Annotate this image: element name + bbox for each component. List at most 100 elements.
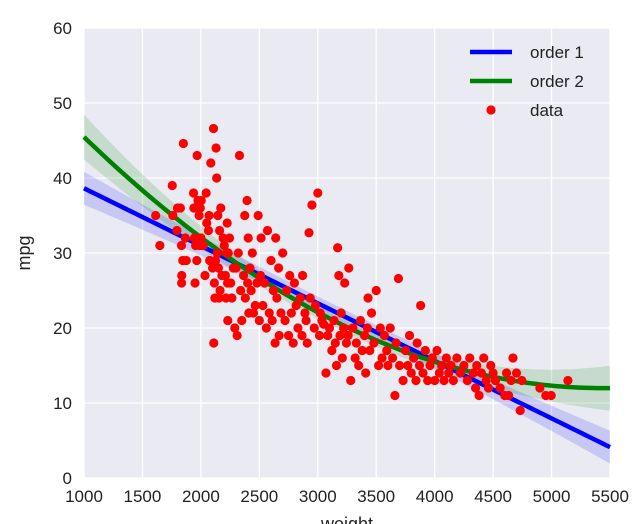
data-point (411, 375, 421, 386)
data-point (315, 308, 325, 318)
x-tick-label: 3500 (357, 487, 395, 506)
data-point (409, 353, 419, 363)
data-point (227, 293, 237, 303)
data-point (340, 278, 350, 288)
data-point (301, 315, 311, 326)
data-point (196, 233, 206, 243)
x-tick-label: 1000 (65, 487, 103, 506)
data-point (452, 353, 462, 363)
data-point (177, 270, 187, 281)
data-point (233, 248, 243, 258)
data-point (448, 375, 458, 386)
data-point (242, 195, 252, 206)
legend-swatch-data (486, 105, 496, 115)
data-point (486, 360, 496, 371)
data-point (501, 368, 512, 378)
data-point (213, 263, 224, 273)
data-point (506, 375, 516, 386)
data-point (359, 330, 370, 341)
data-point (232, 330, 242, 341)
data-point (362, 323, 373, 333)
data-point (398, 375, 408, 386)
data-point (472, 360, 482, 371)
order-1-fit-line (83, 186, 611, 450)
data-point (293, 323, 303, 333)
data-point (348, 323, 358, 333)
data-point (307, 200, 317, 210)
data-point (291, 300, 301, 311)
data-point (211, 143, 221, 153)
data-point (240, 293, 250, 303)
data-point (390, 390, 400, 401)
data-point (331, 360, 342, 371)
data-point (490, 375, 501, 386)
data-point (216, 203, 226, 213)
data-point (334, 270, 344, 281)
data-point (234, 150, 245, 161)
data-point (188, 188, 199, 198)
x-tick-label: 2000 (182, 487, 220, 506)
data-point (250, 300, 260, 311)
data-point (406, 368, 416, 378)
x-tick-label: 3000 (299, 487, 337, 506)
data-point (248, 308, 259, 318)
data-point (495, 383, 505, 393)
data-point (267, 315, 277, 326)
y-tick-labels: 0 10 20 30 40 50 60 (53, 19, 72, 488)
data-point (336, 308, 346, 318)
data-point (192, 150, 202, 161)
data-point (278, 248, 288, 258)
data-point (333, 243, 343, 253)
data-point (427, 353, 437, 363)
data-point (268, 285, 278, 296)
data-point (432, 345, 442, 356)
data-point (414, 360, 425, 371)
data-point (280, 315, 290, 326)
data-point (180, 233, 190, 243)
data-point (219, 240, 229, 251)
y-tick-label: 40 (53, 169, 72, 188)
data-point (210, 255, 221, 266)
data-point (258, 300, 268, 311)
data-point (256, 233, 266, 243)
data-point (238, 270, 249, 281)
data-point (459, 360, 469, 371)
data-point (354, 360, 364, 371)
data-point (361, 368, 371, 378)
data-point (252, 278, 262, 288)
data-point (285, 270, 295, 281)
data-point (366, 308, 377, 318)
data-point (517, 375, 527, 386)
data-point (483, 383, 494, 393)
data-point (209, 338, 219, 348)
data-point (418, 368, 428, 378)
data-point (212, 173, 222, 183)
data-point (395, 360, 405, 371)
legend-label: order 2 (530, 72, 584, 91)
data-point (563, 375, 573, 386)
data-point (302, 338, 312, 348)
data-point (474, 390, 484, 401)
data-point (230, 323, 240, 333)
data-point (465, 353, 475, 363)
data-point (351, 338, 361, 348)
data-point (371, 285, 381, 296)
data-point (404, 330, 415, 341)
data-point (196, 195, 206, 206)
data-point (323, 330, 333, 341)
data-point (355, 315, 366, 326)
y-tick-label: 60 (53, 19, 72, 38)
data-point (247, 248, 257, 258)
data-point (383, 360, 393, 371)
data-point (213, 210, 223, 221)
data-point (305, 293, 315, 303)
data-point (283, 330, 294, 341)
data-point (255, 270, 266, 281)
data-point (321, 368, 331, 378)
data-point (375, 323, 385, 333)
data-point (198, 240, 208, 251)
x-tick-label: 2500 (240, 487, 278, 506)
data-point (377, 353, 387, 363)
data-point (223, 315, 233, 326)
legend-label: data (530, 101, 564, 120)
